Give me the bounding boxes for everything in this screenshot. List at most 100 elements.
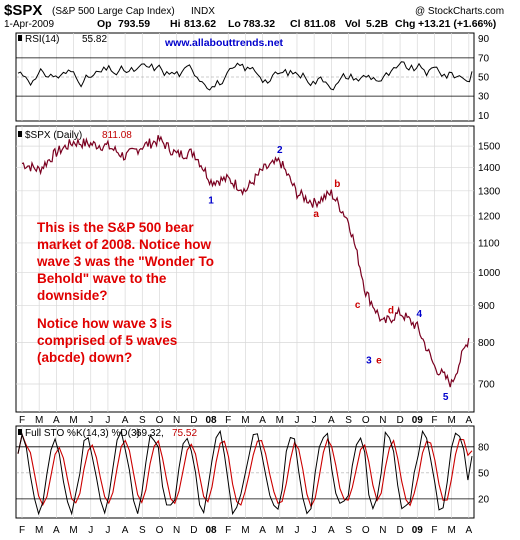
annotation-line: comprised of 5 waves	[37, 333, 177, 348]
month-label: S	[139, 415, 146, 426]
wave-label-e: e	[376, 355, 382, 366]
month-label: M	[241, 525, 249, 536]
month-label: A	[259, 525, 266, 536]
month-label: M	[447, 525, 455, 536]
month-label: F	[19, 525, 25, 536]
month-label: 09	[412, 525, 424, 536]
sto-tick-label: 80	[478, 442, 490, 453]
month-label: A	[122, 525, 129, 536]
month-label: J	[294, 525, 299, 536]
month-label: M	[276, 525, 284, 536]
price-tick-label: 1100	[478, 238, 500, 249]
sto-panel-frame	[15, 425, 475, 519]
month-label: M	[35, 525, 43, 536]
stockcharts-watermark: @ StockCharts.com	[415, 6, 504, 17]
month-label: M	[69, 415, 77, 426]
vol-label: Vol	[345, 18, 361, 30]
wave-label-2: 2	[277, 145, 283, 156]
rsi-tick-label: 30	[478, 92, 490, 103]
price-tick-label: 700	[478, 380, 495, 391]
chg-label: Chg	[395, 18, 415, 30]
month-label: J	[294, 415, 299, 426]
hi-value: 813.62	[184, 18, 216, 30]
month-label: A	[53, 415, 60, 426]
month-label: N	[379, 415, 386, 426]
price-panel-frame	[15, 125, 475, 413]
month-label: D	[190, 525, 197, 536]
rsi-axis-ticks: 90 70 50 30 10	[478, 34, 490, 122]
price-tick-label: 800	[478, 338, 495, 349]
month-label: J	[312, 415, 317, 426]
price-tick-label: 1000	[478, 268, 501, 279]
month-label: J	[105, 415, 110, 426]
month-label: F	[225, 415, 231, 426]
price-tick-label: 1500	[478, 142, 501, 153]
month-label: F	[431, 415, 437, 426]
lo-label: Lo	[228, 18, 241, 30]
symbol-text: $SPX	[4, 2, 42, 19]
month-label: 09	[412, 415, 424, 426]
month-label: J	[88, 415, 93, 426]
month-label: D	[396, 525, 403, 536]
annotation-line: downside?	[37, 288, 108, 303]
price-value: 811.08	[102, 130, 132, 141]
wave-label-a: a	[313, 209, 319, 220]
month-label: S	[345, 525, 352, 536]
month-label: A	[259, 415, 266, 426]
month-label: F	[431, 525, 437, 536]
rsi-tick-label: 70	[478, 53, 490, 64]
month-label: N	[173, 415, 180, 426]
month-label: S	[139, 525, 146, 536]
price-tick-label: 900	[478, 301, 495, 312]
month-label: J	[88, 525, 93, 536]
annotation-line: This is the S&P 500 bear	[37, 220, 194, 235]
wave-label-5: 5	[443, 392, 449, 403]
annotation-line: market of 2008. Notice how	[37, 237, 212, 252]
annotation-line: Behold" wave to the	[37, 271, 167, 286]
price-tick-label: 1200	[478, 211, 501, 222]
annotation-line: Notice how wave 3 is	[37, 316, 172, 331]
month-label: A	[328, 415, 335, 426]
wave-label-b: b	[334, 179, 340, 190]
price-tick-label: 1400	[478, 163, 501, 174]
month-label: F	[225, 525, 231, 536]
rsi-grid	[16, 33, 474, 121]
price-line	[21, 135, 470, 388]
month-label: 08	[205, 525, 217, 536]
sto-d-line	[17, 432, 473, 509]
month-label: N	[379, 525, 386, 536]
sto-k-value: 69.32,	[136, 428, 164, 439]
month-label: S	[345, 415, 352, 426]
month-label: J	[105, 525, 110, 536]
month-label: M	[241, 415, 249, 426]
month-label: M	[447, 415, 455, 426]
month-label: A	[328, 525, 335, 536]
op-label: Op	[97, 18, 112, 30]
month-label: N	[173, 525, 180, 536]
month-label: D	[190, 415, 197, 426]
wave-label-d: d	[388, 305, 394, 316]
annotation-line: wave 3 was the "Wonder To	[36, 254, 214, 269]
sto-label: Full STO %K(14,3) %D(3)	[25, 428, 140, 439]
sto-axis-ticks: 80 50 20	[478, 442, 490, 505]
price-label: $SPX (Daily)	[25, 130, 82, 141]
lo-value: 783.32	[243, 18, 275, 30]
wave-labels: 1 2 a b c d 3 e 4 5	[208, 145, 449, 403]
rsi-line	[17, 61, 473, 91]
rsi-value: 55.82	[82, 34, 107, 45]
month-label: D	[396, 415, 403, 426]
month-label: F	[19, 415, 25, 426]
annotation-line: (abcde) down?	[37, 350, 132, 365]
month-label: 08	[205, 415, 217, 426]
rsi-tick-label: 90	[478, 34, 490, 45]
cl-label: Cl	[290, 18, 301, 30]
hi-label: Hi	[170, 18, 181, 30]
vol-value: 5.2B	[366, 18, 389, 30]
wave-label-1: 1	[208, 195, 214, 206]
price-tick-label: 1300	[478, 186, 501, 197]
month-label: O	[362, 415, 370, 426]
website-url: www.allabouttrends.net	[164, 37, 284, 49]
price-grid	[16, 126, 474, 412]
month-axis-bottom: F M A M J J A S O N D 08 F M A M J J A S O N D 09 F M A	[19, 525, 473, 536]
month-label: J	[312, 525, 317, 536]
